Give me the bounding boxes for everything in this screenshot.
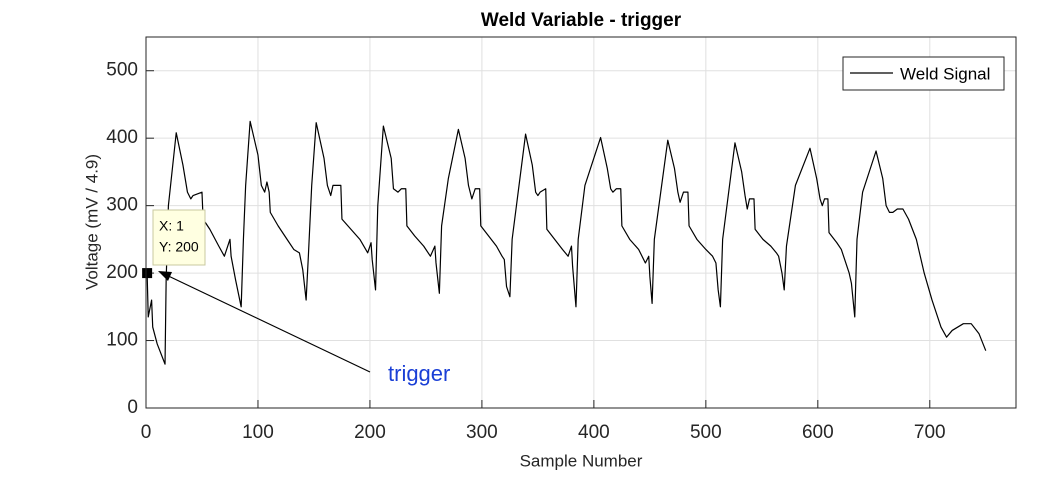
datatip-marker: [142, 268, 153, 279]
x-tick-label: 500: [690, 422, 722, 443]
plot-area: [146, 37, 1016, 408]
y-tick-label: 200: [106, 262, 138, 283]
x-tick-label: 300: [466, 422, 498, 443]
x-tick-label: 700: [914, 422, 946, 443]
x-tick-label: 600: [802, 422, 834, 443]
annotation-arrow: [159, 271, 371, 373]
plot: [142, 120, 987, 365]
datatip-y: Y: 200: [159, 239, 199, 255]
grid: [145, 37, 1016, 409]
y-tick-label: 100: [106, 330, 138, 351]
datatip-box: [152, 209, 206, 266]
arrow-head: [158, 271, 172, 281]
axes-box: [145, 36, 1017, 409]
y-tick-label: 0: [127, 397, 138, 418]
y-tick-label: 300: [106, 195, 138, 216]
x-tick-label: 100: [242, 422, 274, 443]
x-tick-label: 0: [141, 422, 152, 443]
series-line: [146, 120, 987, 365]
x-tick-label: 400: [578, 422, 610, 443]
annotation-text: trigger: [388, 361, 450, 386]
legend-label: Weld Signal: [900, 64, 990, 83]
y-tick-label: 400: [106, 127, 138, 148]
chart-title: Weld Variable - trigger: [481, 10, 682, 31]
datatip: X: 1 Y: 200: [152, 209, 206, 266]
y-tick-label: 500: [106, 60, 138, 81]
datatip-x: X: 1: [159, 218, 184, 234]
x-tick-label: 200: [354, 422, 386, 443]
legend: Weld Signal: [842, 56, 1005, 91]
x-axis-label: Sample Number: [520, 451, 643, 470]
y-axis-label: Voltage (mV / 4.9): [82, 154, 101, 290]
